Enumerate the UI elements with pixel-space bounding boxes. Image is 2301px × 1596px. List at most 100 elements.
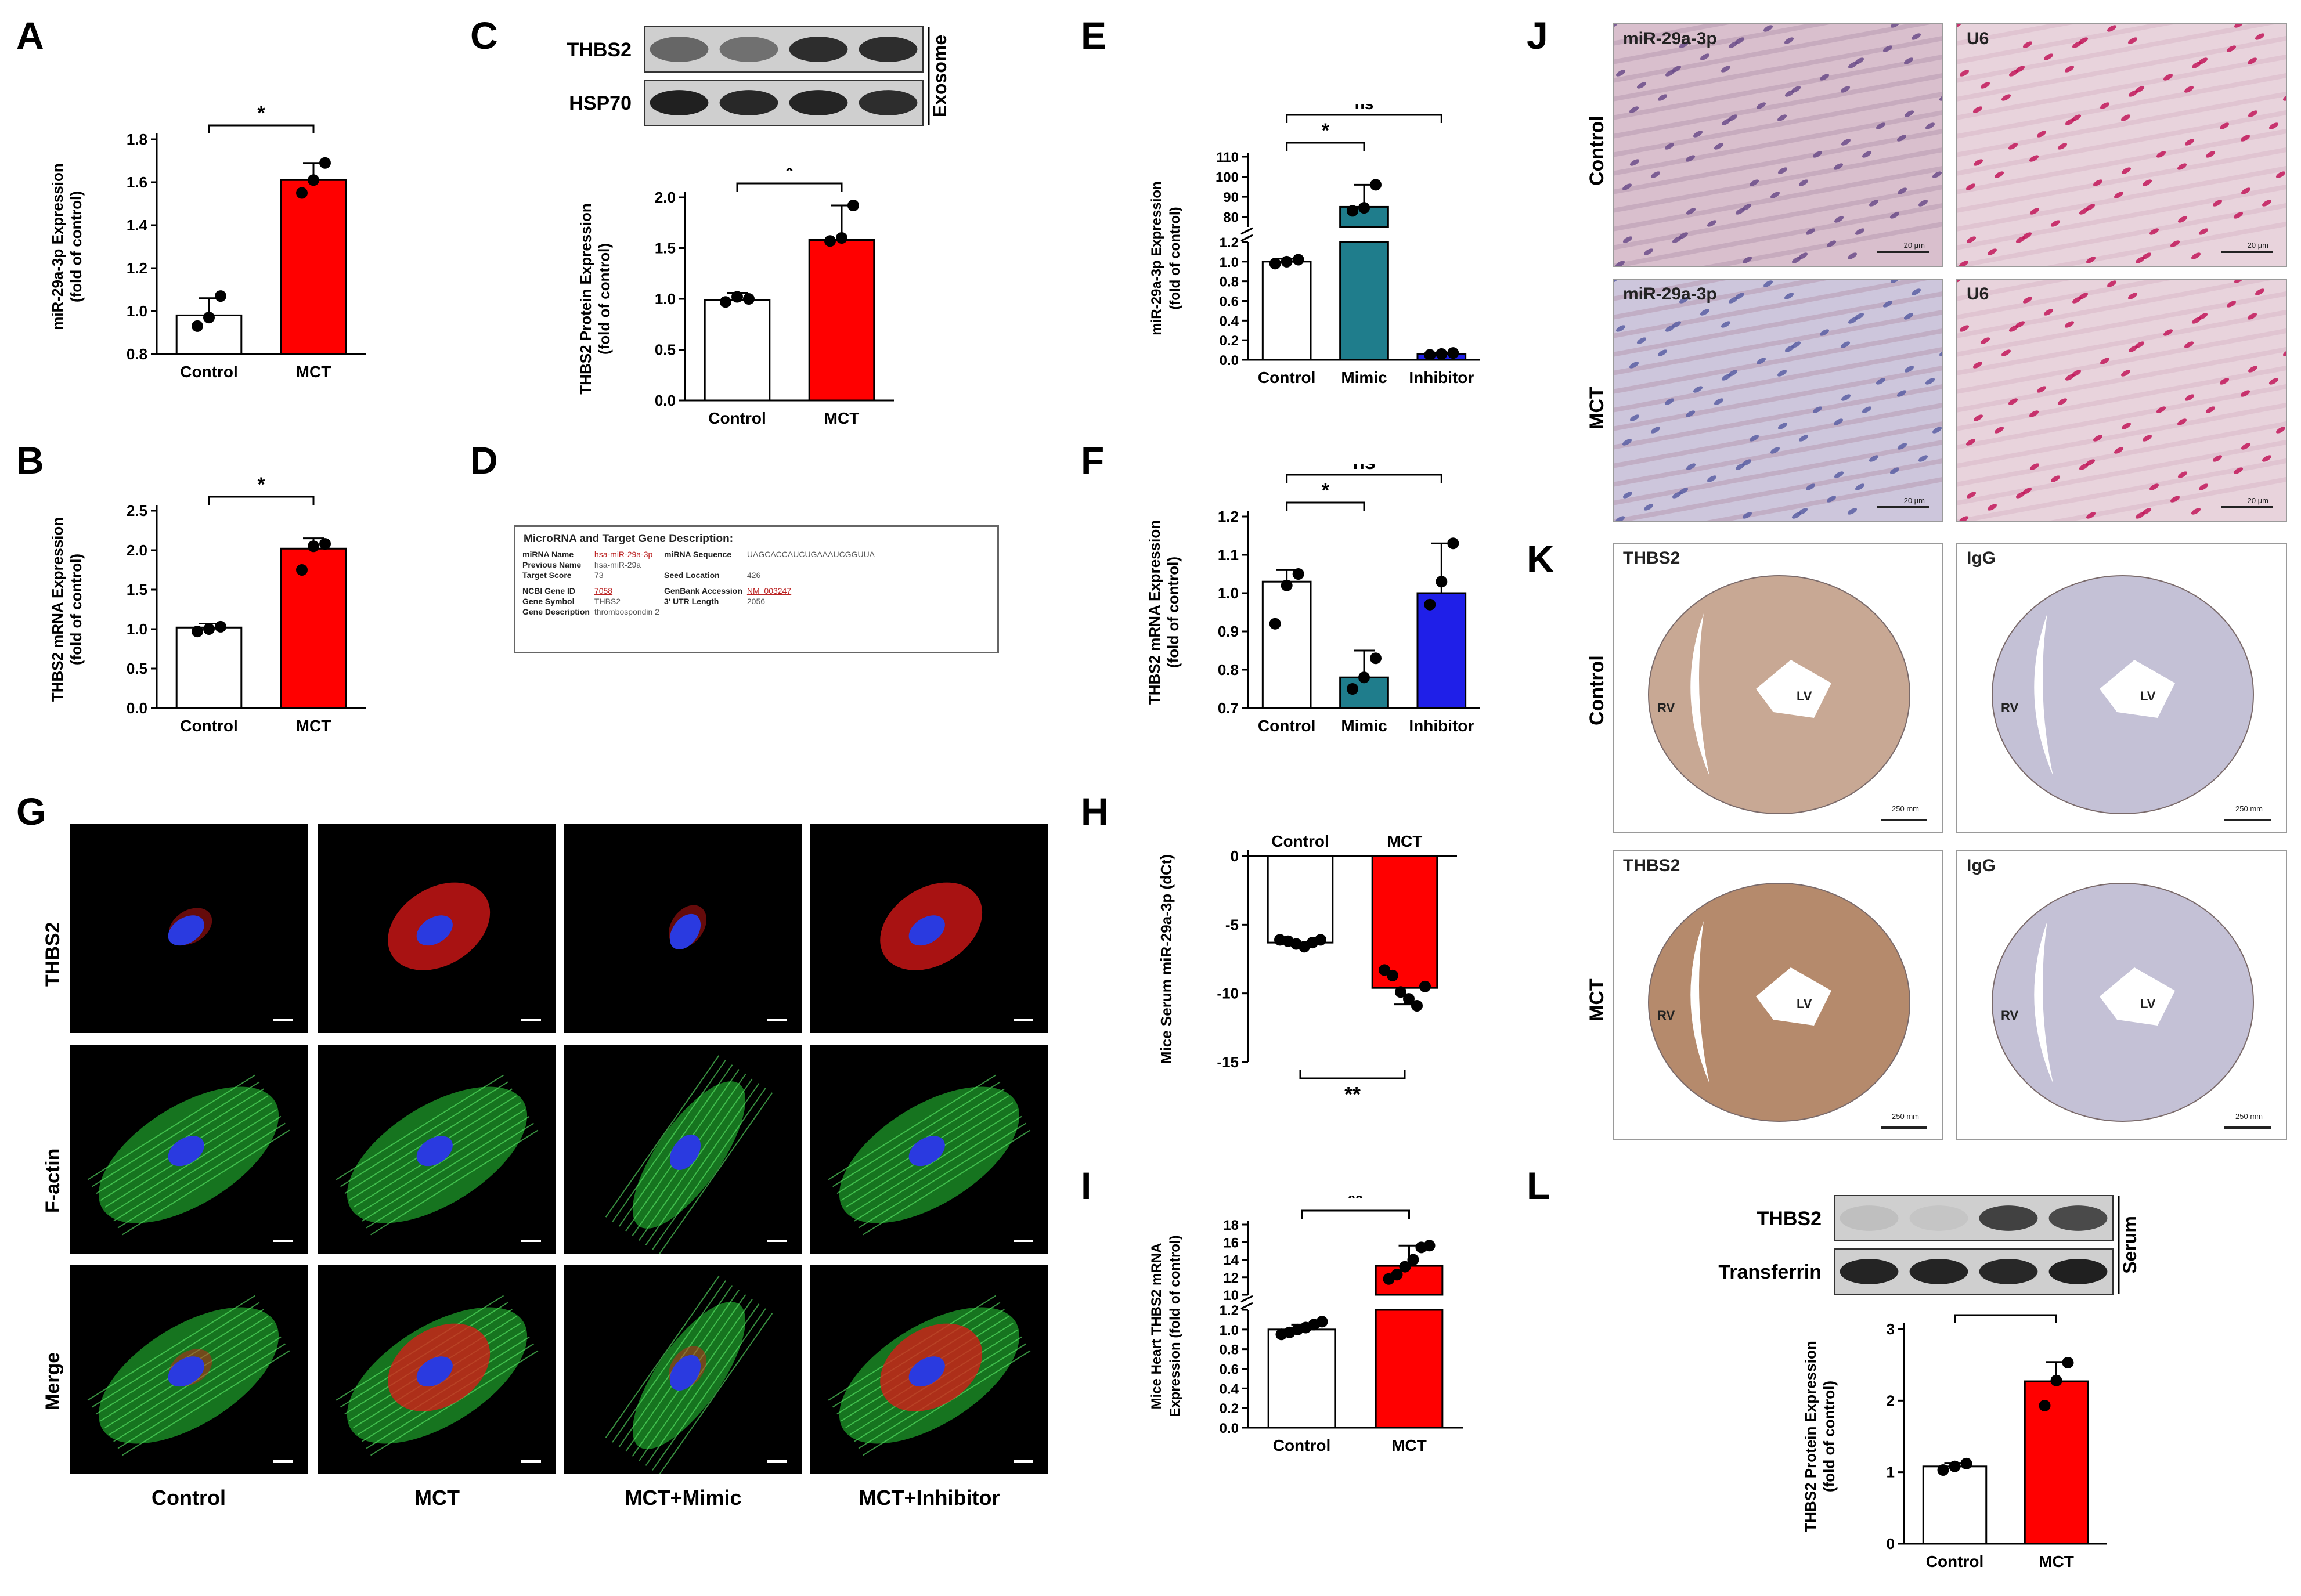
nucleus: [1777, 114, 1787, 121]
nucleus: [1840, 341, 1851, 348]
nucleus: [2255, 288, 2265, 295]
nucleus: [2177, 418, 2187, 425]
data-point: [2050, 1374, 2062, 1386]
tissue-fiber: [1957, 347, 2286, 413]
tissue-fiber: [1614, 347, 1942, 413]
significance-label: *: [257, 102, 265, 124]
y-tick-label: 1.0: [655, 290, 676, 308]
bar: [808, 239, 875, 402]
nucleus: [1847, 252, 1858, 259]
x-tick-label: MCT: [296, 363, 331, 381]
nucleus: [1678, 232, 1689, 239]
factin-fiber: [652, 1308, 766, 1471]
nucleus: [1727, 114, 1738, 121]
scale-bar: [1014, 1240, 1033, 1242]
nucleus: [1749, 179, 1759, 186]
table-value-link[interactable]: hsa-miR-29a-3p: [594, 550, 653, 559]
y-tick-label: 0.0: [655, 392, 676, 409]
nucleus: [1959, 70, 1970, 77]
rv-label: RV: [2001, 700, 2019, 715]
bar: [2024, 1380, 2089, 1545]
table-key: [664, 559, 747, 570]
factin-fiber: [109, 1108, 277, 1215]
panel-label-i: I: [1081, 1164, 1092, 1207]
nucleus: [1987, 248, 1997, 255]
nucleus: [2057, 143, 2068, 150]
panel-label-f: F: [1081, 439, 1105, 482]
factin-fiber: [92, 1302, 260, 1408]
tissue-fiber: [1614, 421, 1942, 487]
bar-break-gap: [1338, 230, 1390, 240]
nucleus: [1819, 74, 1830, 81]
significance-bracket: [736, 182, 843, 192]
tissue-fiber: [1614, 203, 1942, 266]
cell-drawing: [828, 1295, 1033, 1463]
rv-lumen: [1690, 921, 1709, 1084]
y-tick-label: 0.8: [1220, 275, 1239, 290]
nucleus: [1615, 325, 1626, 332]
nucleus: [1869, 455, 1879, 462]
nucleus: [1805, 483, 1816, 490]
ihc-igg-heart-section: IgG LV RV 250 mm: [1956, 543, 2287, 833]
significance-bracket: [1286, 114, 1442, 123]
heart-section-drawing: [1648, 883, 1927, 1129]
y-tick-label: 0.0: [1220, 353, 1239, 369]
nucleus: [2050, 220, 2061, 227]
y-tick-label: 0.4: [1220, 313, 1239, 329]
nucleus: [416, 915, 453, 946]
nucleus: [2240, 135, 2250, 142]
y-tick-label: 1.8: [127, 131, 147, 148]
cell-drawing: [669, 905, 787, 1021]
factin-fiber: [605, 1055, 720, 1218]
nucleus: [1685, 410, 1696, 417]
table-value-link[interactable]: NM_003247: [746, 586, 792, 595]
data-point: [1379, 964, 1390, 976]
factin-fiber: [645, 1083, 760, 1245]
tissue-fiber: [1957, 280, 2274, 338]
nucleus: [1897, 187, 1907, 194]
nucleus: [2120, 370, 2131, 377]
nucleus: [2029, 410, 2039, 417]
target-gene-table-title: MicroRNA and Target Gene Description:: [524, 533, 734, 545]
nucleus: [1700, 53, 1710, 60]
ihc-thbs2-heart-section: THBS2 LV RV 250 mm: [1613, 543, 1943, 833]
tissue-fiber: [1614, 280, 1830, 320]
tissue-fiber: [1957, 166, 2286, 232]
factin-fiber: [340, 1081, 508, 1187]
y-tick-label: 0: [1887, 1535, 1895, 1552]
factin-fiber: [612, 1060, 726, 1222]
nucleus: [2177, 163, 2187, 170]
nucleus: [1615, 70, 1626, 77]
tissue-fiber: [1957, 366, 2286, 431]
nucleus: [1890, 24, 1900, 28]
y-tick-label: 1.2: [1220, 1303, 1239, 1319]
nucleus: [1763, 25, 1773, 32]
bar: [1267, 855, 1334, 944]
y-tick-label: 2.0: [127, 541, 147, 559]
y-tick-label: -10: [1217, 985, 1239, 1002]
nucleus: [2226, 301, 2237, 308]
nucleus: [1650, 171, 1661, 178]
nucleus: [1657, 94, 1668, 101]
tile-label: miR-29a-3p: [1623, 284, 1717, 304]
significance-label: *: [1322, 479, 1330, 501]
rv-lumen: [2034, 921, 2053, 1084]
nucleus: [1650, 427, 1661, 434]
table-value-link[interactable]: 7058: [594, 586, 613, 595]
factin-fiber: [858, 1122, 1026, 1229]
factin-fiber: [828, 1074, 997, 1180]
x-tick-label: MCT: [296, 717, 331, 735]
bar: [1267, 1328, 1336, 1429]
nucleus: [2163, 329, 2173, 336]
blot-band: [650, 37, 709, 62]
data-point: [1399, 1261, 1411, 1273]
nucleus: [1798, 179, 1809, 186]
data-point: [1292, 568, 1304, 580]
data-point: [1358, 202, 1370, 214]
nucleus: [1833, 163, 1844, 170]
factin-fiber: [121, 1350, 290, 1456]
factin-fiber: [862, 1129, 1031, 1236]
nucleus: [1890, 280, 1900, 283]
tissue-fiber: [1957, 36, 2286, 102]
nucleus: [1756, 358, 1766, 364]
